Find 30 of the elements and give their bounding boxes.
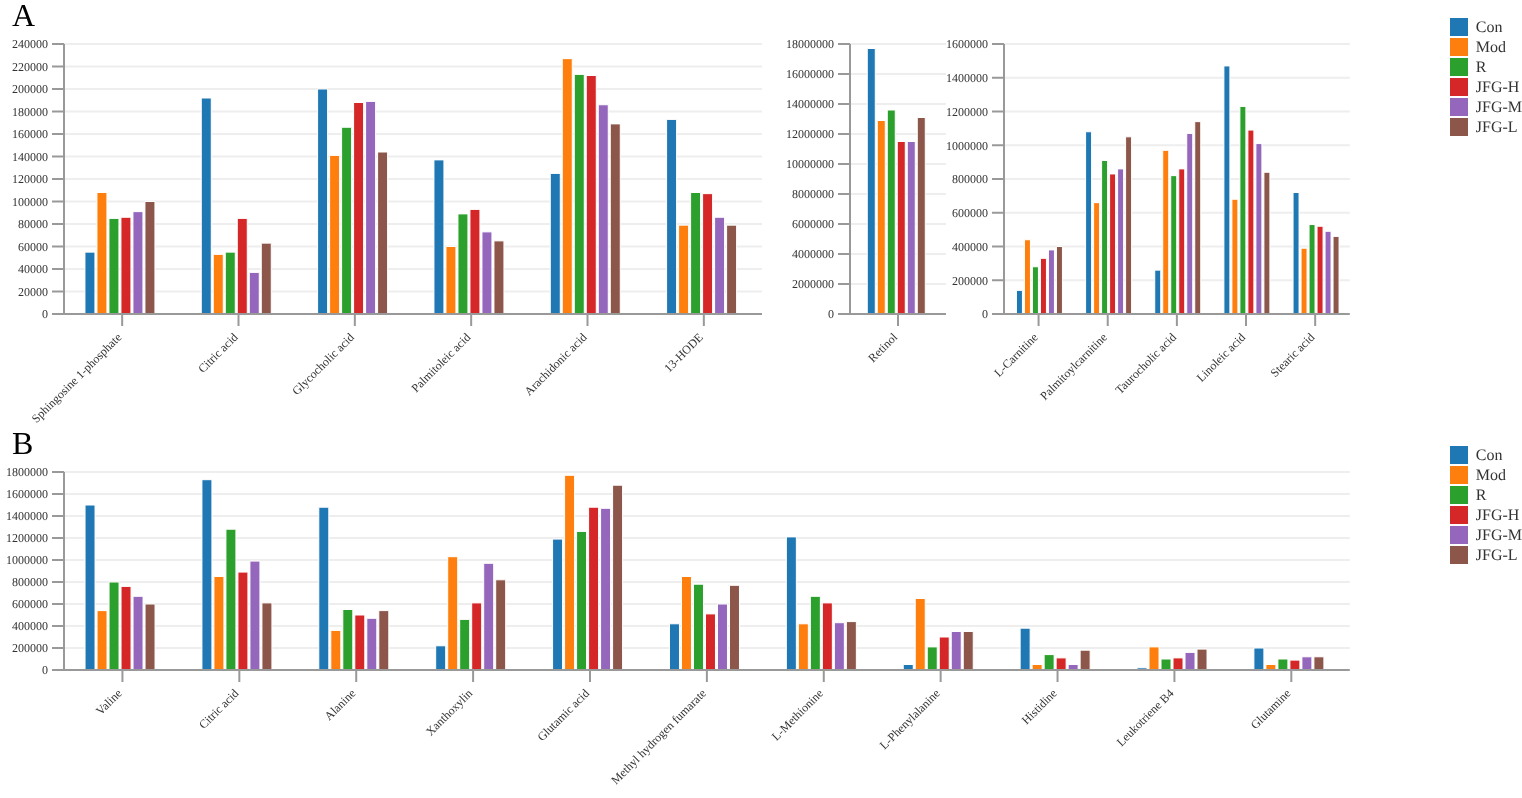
- legend-label: Con: [1475, 445, 1503, 463]
- legend-label: Mod: [1475, 37, 1506, 55]
- bar: [1039, 257, 1047, 314]
- bar: [1332, 235, 1340, 314]
- legend-label: Con: [1475, 17, 1503, 35]
- legend-label: JFG-M: [1475, 525, 1522, 543]
- bar: [1239, 105, 1247, 314]
- legend-label: Mod: [1475, 465, 1506, 483]
- legend-label: JFG-L: [1475, 545, 1518, 563]
- chart-title: B: [12, 428, 34, 464]
- bar: [1194, 121, 1202, 314]
- bar: [1055, 246, 1063, 314]
- bar: [1085, 131, 1093, 314]
- bar: [1047, 249, 1055, 314]
- chart-title: A: [12, 0, 36, 36]
- bar: [1162, 149, 1170, 314]
- bar: [1316, 225, 1324, 314]
- legend-label: JFG-L: [1475, 117, 1518, 135]
- bar: [1324, 230, 1332, 314]
- bar: [1023, 239, 1031, 314]
- legend-label: R: [1475, 485, 1487, 503]
- bar: [1292, 192, 1300, 314]
- legend-label: JFG-H: [1475, 505, 1520, 523]
- legend-label: JFG-H: [1475, 77, 1520, 95]
- bar: [1223, 65, 1231, 314]
- legend-label: R: [1475, 57, 1487, 75]
- bar: [1308, 224, 1316, 314]
- bar: [1125, 136, 1133, 314]
- legend-label: JFG-M: [1475, 97, 1522, 115]
- bar: [1101, 159, 1109, 314]
